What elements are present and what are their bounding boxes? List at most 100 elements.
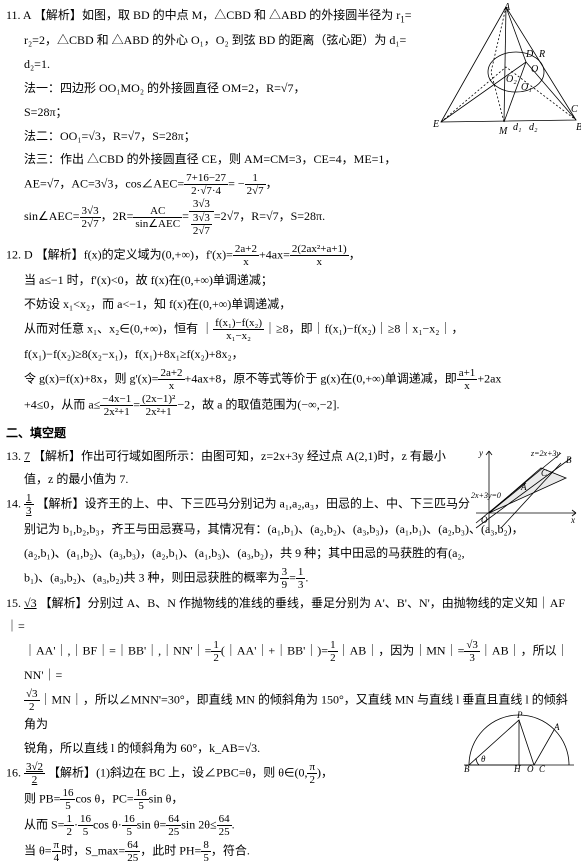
d: 25 xyxy=(125,852,140,864)
frac-12-1-1: 2a+2x xyxy=(233,243,259,268)
q14-l3: (a₂,b₁)、(a₁,b₂)、(a₃,b₃)，(a₂,b₁)、(a₁,b₃)、… xyxy=(6,542,577,565)
n: 2a+2 xyxy=(158,367,184,380)
q11-l8c: ， xyxy=(266,177,278,191)
l-H: H xyxy=(513,764,521,772)
frac-12-1-2: 2(2ax²+a+1)x xyxy=(290,243,349,268)
frac-14-4-1: 39 xyxy=(280,566,290,591)
l-eq: 2x+3y=0 xyxy=(471,491,501,500)
l-O: O xyxy=(481,515,488,525)
frac-16-4-3: 85 xyxy=(201,839,211,864)
d: 2 xyxy=(211,652,221,664)
d: 2 xyxy=(24,774,45,786)
d: 4 xyxy=(52,852,62,864)
frac-11-8-2: 12√7 xyxy=(245,172,266,197)
label-d1: d₁ xyxy=(513,122,521,133)
q12-l1c: ， xyxy=(349,247,361,261)
q12-l7: +4≤0，从而 a≤−4x−12x²+1=(2x−1)²2x²+1−2，故 a … xyxy=(6,393,577,418)
q16-l3d: sin θ= xyxy=(137,817,167,831)
q12-l6a: 令 g(x)=f(x)+8x，则 g'(x)= xyxy=(24,371,158,385)
q16-l1c: )， xyxy=(317,765,333,779)
n: 16 xyxy=(122,813,137,826)
frac-11-9-1: 3√32√7 xyxy=(80,205,101,230)
d: 5 xyxy=(122,826,137,838)
d: 2 xyxy=(24,701,40,713)
frac-15-3-1: √32 xyxy=(24,688,40,713)
d: 5 xyxy=(78,826,93,838)
d: 3√32√7 xyxy=(189,212,214,237)
label-R: R xyxy=(538,49,545,60)
q12-l6: 令 g(x)=f(x)+8x，则 g'(x)=2a+2x+4ax+8，原不等式等… xyxy=(6,367,577,392)
d: 2·√7·4 xyxy=(184,185,228,197)
q16-l4: 当 θ=π4时，S_max=6425，此时 PH=85，符合. xyxy=(6,839,577,864)
q12-l2: 当 a≤−1 时，f'(x)<0，故 f(x)在(0,+∞)单调递减； xyxy=(6,269,577,292)
n: 16 xyxy=(134,787,149,800)
q14-l4a: b₁)、(a₃,b₂)、(a₃,b₂)共 3 种，则田忌获胜的概率为 xyxy=(24,570,280,584)
n: 2a+2 xyxy=(233,243,259,256)
q16-l1a: (1)斜边在 BC 上，设∠PBC=θ，则 θ∈ xyxy=(96,765,294,779)
n: 16 xyxy=(78,813,93,826)
frac-16-3-4: 6425 xyxy=(166,813,181,838)
n: √3 xyxy=(24,688,40,701)
q16-tag: 【解析】 xyxy=(48,765,96,779)
d: x₁−x₂ xyxy=(213,330,264,342)
q12-l3: 不妨设 x₁<x₂，而 a<−1，知 f(x)在(0,+∞)单调递减， xyxy=(6,293,577,316)
frac-11-8-1: 7+16−272·√7·4 xyxy=(184,172,228,197)
l-C: C xyxy=(539,764,546,772)
diagram-q13: O x y A B C z=2x+3y 2x+3y=0 xyxy=(471,448,581,536)
q11-l9a: sin∠AEC= xyxy=(24,209,80,223)
q16-num: 16. xyxy=(6,765,21,779)
d: 3 xyxy=(464,652,480,664)
q16-l4b: 时，S_max= xyxy=(61,844,125,858)
frac-12-7-1: −4x−12x²+1 xyxy=(100,393,133,418)
n: 3√3 xyxy=(189,198,214,211)
d: 2√7 xyxy=(80,218,101,230)
n: AC xyxy=(133,205,182,218)
section-fill: 二、填空题 xyxy=(6,422,577,445)
label-O1: O₁ xyxy=(521,82,532,93)
q12-l7a: +4≤0，从而 a≤ xyxy=(24,397,100,411)
label-D: D xyxy=(525,49,534,60)
q13-ans: 7 xyxy=(24,449,30,463)
frac-16-3-2: 165 xyxy=(78,813,93,838)
d: x xyxy=(290,256,349,268)
q15-line1: 15. √3 【解析】分别过 A、B、N 作抛物线的准线的垂线，垂足分别为 A'… xyxy=(6,592,577,638)
q12-l1a: f(x)的定义域为(0,+∞)，f'(x)= xyxy=(84,247,233,261)
n: 64 xyxy=(166,813,181,826)
d: 2√7 xyxy=(245,185,266,197)
q14-tag: 【解析】 xyxy=(37,497,85,511)
d: 3 xyxy=(296,579,306,591)
n: 1 xyxy=(211,639,221,652)
d: 2 xyxy=(307,774,317,786)
q11-l9c: = xyxy=(182,209,189,223)
frac-16-3-5: 6425 xyxy=(217,813,232,838)
frac-16-3-1: 12 xyxy=(64,813,74,838)
q15-l2: ｜AA'｜,｜BF｜=｜BB'｜,｜NN'｜=12(｜AA'｜+｜BB'｜)=1… xyxy=(6,639,577,687)
q13-num: 13. xyxy=(6,449,21,463)
q12-ans: D xyxy=(24,247,33,261)
q12-line1: 12. D 【解析】f(x)的定义域为(0,+∞)，f'(x)=2a+2x+4a… xyxy=(6,243,577,268)
frac-12-6-2: a+1x xyxy=(457,367,478,392)
q16-l3e: sin 2θ≤ xyxy=(181,817,216,831)
n: 3 xyxy=(280,566,290,579)
d: x xyxy=(457,380,478,392)
q15-ans: √3 xyxy=(24,596,37,610)
d: 5 xyxy=(134,800,149,812)
q12-l6b: +4ax+8，原不等式等价于 g(x)在(0,+∞)单调递减，即 xyxy=(185,371,457,385)
q12-l4: 从而对任意 x₁、x₂∈(0,+∞)，恒有 ｜f(x₁)−f(x₂)x₁−x₂｜… xyxy=(6,317,577,342)
n: 16 xyxy=(60,787,75,800)
document-body: A B C D E M O O₁ O₂ R d₁ d₂ 11. A 【解析】如图… xyxy=(6,4,577,864)
l-z: z=2x+3y xyxy=(530,449,560,458)
d: 25 xyxy=(217,826,232,838)
frac-15-2-3: √33 xyxy=(464,639,480,664)
n: 3√3 xyxy=(191,212,212,225)
d: 2 xyxy=(64,826,74,838)
q16-l4c: ，此时 PH= xyxy=(140,844,201,858)
d: x xyxy=(158,380,184,392)
q11-tag: 【解析】 xyxy=(34,8,82,22)
q14-l1: 设齐王的上、中、下三匹马分别记为 a₁,a₂,a₃，田忌的上、中、下三匹马分 xyxy=(85,497,471,511)
q16-l3: 从而 S=12·165cos θ·165sin θ=6425sin 2θ≤642… xyxy=(6,813,577,838)
d: x xyxy=(233,256,259,268)
n: −4x−1 xyxy=(100,393,133,406)
q15-tag: 【解析】 xyxy=(40,596,88,610)
label-O: O xyxy=(531,64,538,75)
